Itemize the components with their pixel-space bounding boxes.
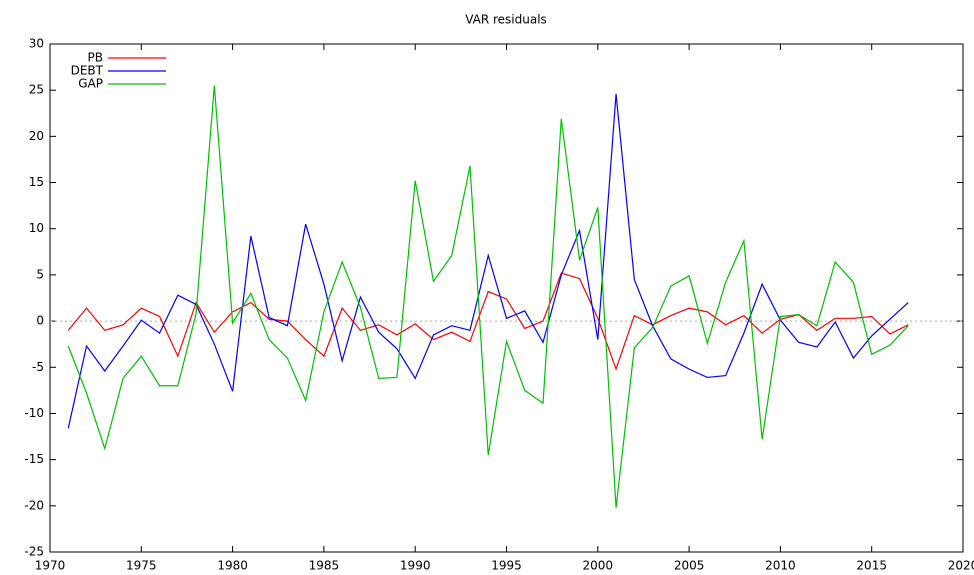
y-tick-label: -20 <box>24 498 44 512</box>
legend-label: PB <box>88 51 103 65</box>
legend-label: DEBT <box>71 64 104 78</box>
chart-title: VAR residuals <box>465 13 547 27</box>
y-tick-label: -10 <box>24 406 44 420</box>
y-tick-label: -5 <box>32 360 44 374</box>
series-line <box>67 85 909 508</box>
plot-frame <box>49 43 964 553</box>
x-tick-label: 1990 <box>400 559 431 573</box>
x-tick-label: 1995 <box>491 559 522 573</box>
y-tick-label: -15 <box>24 452 44 466</box>
x-tick-label: 1985 <box>309 559 340 573</box>
series-line <box>67 93 909 429</box>
y-tick-label: -25 <box>24 545 44 559</box>
x-tick-label: 1970 <box>35 559 66 573</box>
x-tick-label: 2020 <box>948 559 974 573</box>
y-tick-label: 25 <box>29 83 44 97</box>
x-tick-label: 1980 <box>217 559 248 573</box>
x-tick-label: 2015 <box>856 559 887 573</box>
x-tick-label: 2000 <box>583 559 614 573</box>
y-tick-label: 0 <box>36 314 44 328</box>
y-tick-label: 15 <box>29 175 44 189</box>
y-tick-label: 30 <box>29 37 44 51</box>
x-tick-label: 2010 <box>765 559 796 573</box>
series-line <box>67 272 909 371</box>
y-tick-label: 5 <box>36 267 44 281</box>
x-tick-label: 2005 <box>674 559 705 573</box>
y-tick-label: 10 <box>29 221 44 235</box>
x-tick-label: 1975 <box>126 559 157 573</box>
legend-label: GAP <box>78 77 103 91</box>
y-tick-label: 20 <box>29 129 44 143</box>
